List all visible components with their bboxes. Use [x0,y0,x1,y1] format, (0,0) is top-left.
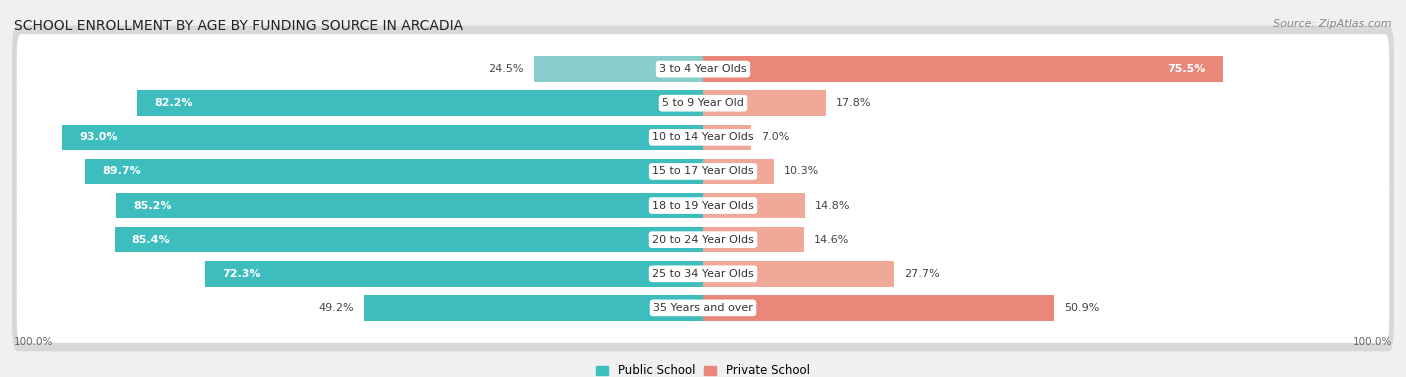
Text: 20 to 24 Year Olds: 20 to 24 Year Olds [652,234,754,245]
Text: 35 Years and over: 35 Years and over [652,303,754,313]
FancyBboxPatch shape [13,128,1393,215]
FancyBboxPatch shape [13,60,1393,147]
Text: 3 to 4 Year Olds: 3 to 4 Year Olds [659,64,747,74]
Text: 5 to 9 Year Old: 5 to 9 Year Old [662,98,744,108]
Text: 85.4%: 85.4% [132,234,170,245]
Text: 72.3%: 72.3% [222,269,260,279]
Bar [117,193,703,218]
FancyBboxPatch shape [13,94,1393,181]
Bar [703,56,1223,82]
Bar [703,90,825,116]
FancyBboxPatch shape [17,205,1389,274]
Text: 10 to 14 Year Olds: 10 to 14 Year Olds [652,132,754,143]
FancyBboxPatch shape [17,68,1389,138]
Text: SCHOOL ENROLLMENT BY AGE BY FUNDING SOURCE IN ARCADIA: SCHOOL ENROLLMENT BY AGE BY FUNDING SOUR… [14,19,463,33]
FancyBboxPatch shape [17,136,1389,207]
Text: 100.0%: 100.0% [14,337,53,347]
Bar [205,261,703,287]
Text: 17.8%: 17.8% [837,98,872,108]
Text: 89.7%: 89.7% [103,166,141,176]
Bar [136,90,703,116]
Text: 7.0%: 7.0% [762,132,790,143]
Bar [364,295,703,321]
Bar [703,159,773,184]
Bar [115,227,703,253]
FancyBboxPatch shape [13,162,1393,249]
Text: 82.2%: 82.2% [153,98,193,108]
Bar [703,295,1053,321]
Text: 14.8%: 14.8% [815,201,851,211]
FancyBboxPatch shape [13,26,1393,113]
FancyBboxPatch shape [13,196,1393,283]
Text: 10.3%: 10.3% [785,166,820,176]
Text: 14.6%: 14.6% [814,234,849,245]
Bar [703,227,804,253]
Bar [703,193,806,218]
Text: 15 to 17 Year Olds: 15 to 17 Year Olds [652,166,754,176]
Text: 24.5%: 24.5% [488,64,524,74]
Text: Source: ZipAtlas.com: Source: ZipAtlas.com [1274,19,1392,29]
FancyBboxPatch shape [13,230,1393,317]
Text: 75.5%: 75.5% [1167,64,1206,74]
Bar [534,56,703,82]
Text: 27.7%: 27.7% [904,269,939,279]
Legend: Public School, Private School: Public School, Private School [596,365,810,377]
FancyBboxPatch shape [17,273,1389,343]
Text: 49.2%: 49.2% [318,303,354,313]
Text: 25 to 34 Year Olds: 25 to 34 Year Olds [652,269,754,279]
Bar [62,124,703,150]
FancyBboxPatch shape [17,171,1389,241]
FancyBboxPatch shape [17,239,1389,309]
Bar [703,261,894,287]
Bar [703,124,751,150]
Bar [84,159,703,184]
Text: 100.0%: 100.0% [1353,337,1392,347]
Text: 85.2%: 85.2% [134,201,172,211]
Text: 93.0%: 93.0% [80,132,118,143]
FancyBboxPatch shape [17,103,1389,172]
FancyBboxPatch shape [17,34,1389,104]
FancyBboxPatch shape [13,264,1393,351]
Text: 50.9%: 50.9% [1064,303,1099,313]
Text: 18 to 19 Year Olds: 18 to 19 Year Olds [652,201,754,211]
